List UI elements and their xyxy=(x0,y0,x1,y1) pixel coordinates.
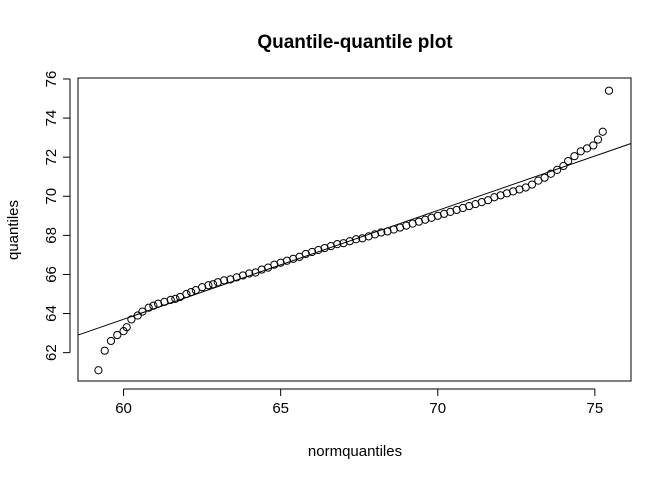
chart-title: Quantile-quantile plot xyxy=(257,32,453,53)
x-tick-label: 65 xyxy=(272,400,289,417)
x-axis: 60 65 70 75 xyxy=(115,388,604,417)
x-axis-label: normquantiles xyxy=(308,443,402,460)
data-point xyxy=(527,180,537,189)
data-point xyxy=(564,156,573,166)
data-point xyxy=(540,173,549,182)
data-point xyxy=(106,336,116,346)
data-point xyxy=(559,161,568,171)
y-tick-label: 76 xyxy=(43,71,60,88)
y-tick-label: 62 xyxy=(43,344,60,361)
data-point xyxy=(593,135,603,144)
y-tick-label: 64 xyxy=(43,305,60,322)
y-tick-label: 66 xyxy=(43,266,60,283)
data-point xyxy=(598,127,607,136)
y-tick-label: 72 xyxy=(43,149,60,166)
data-point xyxy=(333,240,342,249)
data-point xyxy=(589,141,598,150)
y-tick-label: 74 xyxy=(43,110,60,127)
data-point xyxy=(122,323,131,332)
data-point xyxy=(171,294,180,303)
data-point xyxy=(570,152,579,161)
data-point xyxy=(166,295,175,304)
data-point xyxy=(113,330,122,340)
data-point xyxy=(149,301,158,310)
data-point xyxy=(127,315,136,324)
data-point xyxy=(351,235,361,244)
plot-area-frame xyxy=(77,77,632,382)
data-point xyxy=(182,289,191,299)
data-point xyxy=(377,228,386,237)
y-tick-label: 68 xyxy=(43,227,60,244)
x-tick-label: 70 xyxy=(429,400,446,417)
data-point xyxy=(220,276,229,285)
y-axis-label: quantiles xyxy=(5,200,22,260)
y-tick-label: 70 xyxy=(43,188,60,205)
data-point xyxy=(209,280,218,289)
data-point xyxy=(546,169,555,178)
data-point xyxy=(94,366,103,375)
x-tick-label: 60 xyxy=(115,400,132,417)
data-point xyxy=(100,346,109,355)
data-point xyxy=(138,307,147,316)
data-point xyxy=(144,303,153,312)
data-point xyxy=(245,269,254,278)
data-point xyxy=(553,165,562,174)
data-point xyxy=(187,287,196,297)
data-point xyxy=(204,281,213,290)
y-axis: 62 64 66 68 70 72 74 76 xyxy=(43,71,71,361)
x-tick-label: 75 xyxy=(587,400,604,417)
data-point xyxy=(604,86,614,95)
